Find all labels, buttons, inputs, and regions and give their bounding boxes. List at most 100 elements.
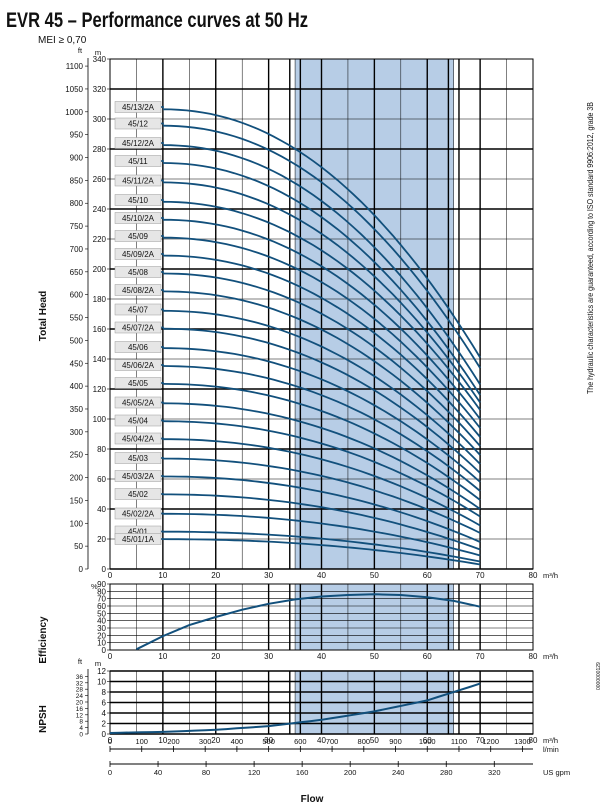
head-ft-tick-label: 650 [70,268,84,277]
npsh-m-unit: m [95,659,101,668]
npsh-ytick-label: 8 [102,688,107,697]
head-ft-tick-label: 600 [70,291,84,300]
eff-ytick-label: 90 [97,580,106,589]
head-curve [162,200,481,411]
series-label-box [114,303,162,316]
eff-xtick-label: 60 [423,652,432,661]
head-ft-tick-label: 850 [70,176,84,185]
doc-code: 0000000129 [596,662,602,690]
head-ytick-label: 60 [97,475,106,484]
head-curve [162,309,481,465]
series-label: 45/03/2A [122,472,155,481]
npsh-ytick-label: 12 [97,667,106,676]
series-label: 45/02 [128,490,149,499]
head-curve [162,124,481,369]
head-curve [162,290,481,456]
eff-xtick-label: 20 [211,652,220,661]
series-label: 45/04/2A [122,435,155,444]
lmin-tick-label: 0 [108,737,112,746]
head-ft-tick-label: 0 [79,565,84,574]
npsh-xtick-label: 60 [423,736,432,745]
head-ytick-label: 40 [97,505,106,514]
head-curve [162,365,481,492]
head-ft-tick-label: 1000 [65,108,83,117]
series-label-box [114,470,162,482]
head-curve [162,327,481,474]
chart-subtitle: MEI ≥ 0,70 [38,35,87,46]
series-label-box [114,212,162,224]
series-label: 45/02/2A [122,510,155,519]
flow-axis-label: Flow [301,794,324,805]
npsh-ft-tick-label: 36 [76,674,84,681]
series-label-box [114,230,162,242]
npsh-xtick-label: 50 [370,736,379,745]
head-ytick-label: 220 [93,235,107,244]
head-ft-tick-label: 350 [70,405,84,414]
head-curve [162,108,481,358]
usgpm-unit: US gpm [543,768,570,777]
series-label: 45/10 [128,196,149,205]
eff-xtick-label: 70 [476,652,485,661]
eff-xtick-label: 50 [370,652,379,661]
series-label-box [114,117,162,130]
lmin-tick-label: 1200 [482,737,499,746]
head-curve [162,236,481,429]
series-label: 45/09 [128,232,149,241]
head-xtick-label: 60 [423,571,432,580]
eff-ytick-label: 10 [97,639,106,648]
eff-axis-label: Efficiency [38,616,49,664]
npsh-ft-tick-label: 0 [79,732,83,739]
lmin-tick-label: 700 [326,737,339,746]
npsh-ytick-label: 4 [102,709,107,718]
lmin-tick-label: 200 [167,737,180,746]
head-curve [162,383,481,501]
eff-xtick-label: 10 [158,652,167,661]
series-label-box [114,321,162,334]
series-label-box [114,284,162,296]
head-curve [162,512,481,557]
series-label: 45/05 [128,379,149,388]
head-ytick-label: 120 [93,385,107,394]
head-ft-tick-label: 400 [70,382,84,391]
lmin-tick-label: 900 [389,737,402,746]
usgpm-tick-label: 160 [296,768,309,777]
head-curve [162,144,481,385]
efficiency-curve [135,593,481,651]
lmin-tick-label: 300 [199,737,212,746]
lmin-tick-label: 500 [262,737,275,746]
head-ytick-label: 200 [93,265,107,274]
series-label-box [114,194,162,206]
head-xtick-label: 20 [211,571,220,580]
head-ft-tick-label: 150 [70,496,84,505]
usgpm-tick-label: 320 [488,768,501,777]
series-label: 45/06/2A [122,361,155,370]
eff-ytick-label: 50 [97,609,106,618]
series-label-box [114,396,162,409]
head-ft-tick-label: 1100 [66,62,84,71]
head-ytick-label: 260 [93,175,107,184]
series-label: 45/11 [128,157,148,166]
head-ytick-label: 180 [93,295,107,304]
head-ytick-label: 80 [97,445,106,454]
series-label: 45/01/1A [122,535,155,544]
head-axis-label: Total Head [38,291,49,341]
usgpm-tick-label: 120 [248,768,261,777]
npsh-ft-tick-label: 20 [76,699,84,706]
usgpm-tick-label: 240 [392,768,405,777]
npsh-ytick-label: 0 [102,730,107,739]
lmin-tick-label: 800 [358,737,371,746]
head-xtick-label: 30 [264,571,273,580]
series-label-box [114,452,162,464]
eff-ytick-label: 80 [97,587,106,596]
side-note: The hydraulic characteristics are guaran… [585,102,595,394]
head-curve [162,538,481,566]
series-label: 45/12 [128,120,149,129]
head-xtick-label: 50 [370,571,379,580]
lmin-tick-label: 1000 [419,737,436,746]
head-curve [162,347,481,483]
series-label: 45/07/2A [122,324,155,333]
npsh-ft-tick-label: 16 [76,706,84,713]
head-ft-tick-label: 550 [70,314,84,323]
head-curve [162,402,481,510]
head-curve [162,218,481,420]
